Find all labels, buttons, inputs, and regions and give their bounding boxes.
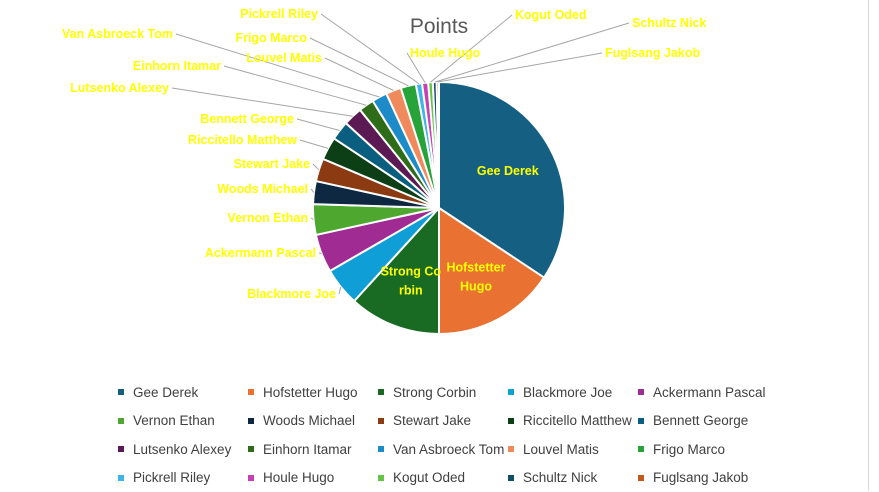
legend-swatch — [638, 389, 644, 395]
legend-swatch — [118, 475, 124, 481]
data-label-fuglsang-jakob: Fuglsang Jakob — [605, 46, 701, 60]
legend-row: Gee Derek Hofstetter Hugo Strong Corbin Bla… — [118, 378, 818, 407]
leader-line-ackermann-pascal — [319, 253, 322, 254]
chart-legend: Gee Derek Hofstetter Hugo Strong Corbin Bla… — [118, 378, 818, 492]
legend-label: Hofstetter Hugo — [263, 385, 358, 400]
legend-row: Lutsenko Alexey Einhorn Itamar Van Asbroec… — [118, 435, 818, 464]
data-label-blackmore-joe: Blackmore Joe — [247, 287, 336, 301]
legend-label: Schultz Nick — [523, 470, 597, 485]
legend-label: Bennett George — [653, 413, 748, 428]
data-label-gee-derek: Gee Derek — [477, 164, 539, 178]
legend-label: Woods Michael — [263, 413, 355, 428]
legend-swatch — [118, 418, 124, 424]
legend-item-fuglsang-jakob: Fuglsang Jakob — [638, 470, 768, 485]
legend-swatch — [508, 446, 514, 452]
legend-label: Fuglsang Jakob — [653, 470, 748, 485]
legend-label: Ackermann Pascal — [653, 385, 766, 400]
legend-swatch — [378, 418, 384, 424]
data-label-louvel-matis: Louvel Matis — [246, 51, 322, 65]
legend-label: Louvel Matis — [523, 442, 599, 457]
legend-swatch — [248, 475, 254, 481]
legend-swatch — [508, 418, 514, 424]
legend-swatch — [248, 446, 254, 452]
legend-label: Lutsenko Alexey — [133, 442, 231, 457]
leader-line-stewart-jake — [313, 164, 319, 170]
legend-swatch — [508, 475, 514, 481]
data-label-vernon-ethan: Vernon Ethan — [227, 211, 308, 225]
legend-swatch — [508, 389, 514, 395]
legend-swatch — [638, 418, 644, 424]
data-label-stewart-jake: Stewart Jake — [234, 157, 310, 171]
legend-item-schultz-nick: Schultz Nick — [508, 470, 638, 485]
legend-item-frigo-marco: Frigo Marco — [638, 442, 768, 457]
legend-item-vernon-ethan: Vernon Ethan — [118, 413, 248, 428]
legend-label: Houle Hugo — [263, 470, 334, 485]
legend-item-kogut-oded: Kogut Oded — [378, 470, 508, 485]
legend-item-ackermann-pascal: Ackermann Pascal — [638, 385, 768, 400]
legend-label: Frigo Marco — [653, 442, 725, 457]
legend-item-strong-corbin: Strong Corbin — [378, 385, 508, 400]
data-label-riccitello-matthew: Riccitello Matthew — [188, 133, 297, 147]
legend-item-woods-michael: Woods Michael — [248, 413, 378, 428]
legend-label: Strong Corbin — [393, 385, 476, 400]
legend-swatch — [638, 475, 644, 481]
legend-item-riccitello-matthew: Riccitello Matthew — [508, 413, 638, 428]
legend-label: Stewart Jake — [393, 413, 471, 428]
leader-line-riccitello-matthew — [300, 140, 328, 148]
legend-item-lutsenko-alexey: Lutsenko Alexey — [118, 442, 248, 457]
legend-swatch — [378, 446, 384, 452]
legend-label: Einhorn Itamar — [263, 442, 352, 457]
leader-line-bennett-george — [297, 119, 340, 131]
legend-swatch — [118, 446, 124, 452]
legend-label: Pickrell Riley — [133, 470, 210, 485]
legend-item-einhorn-itamar: Einhorn Itamar — [248, 442, 378, 457]
legend-label: Gee Derek — [133, 385, 198, 400]
data-label-einhorn-itamar: Einhorn Itamar — [133, 59, 221, 73]
legend-swatch — [378, 389, 384, 395]
data-label-frigo-marco: Frigo Marco — [235, 31, 307, 45]
legend-swatch — [378, 475, 384, 481]
legend-label: Blackmore Joe — [523, 385, 612, 400]
legend-label: Van Asbroeck Tom — [393, 442, 504, 457]
legend-item-bennett-george: Bennett George — [638, 413, 768, 428]
data-label-ackermann-pascal: Ackermann Pascal — [205, 246, 316, 260]
data-label-woods-michael: Woods Michael — [217, 182, 308, 196]
data-label-van-asbroeck-tom: Van Asbroeck Tom — [62, 27, 173, 41]
legend-item-houle-hugo: Houle Hugo — [248, 470, 378, 485]
legend-item-hofstetter-hugo: Hofstetter Hugo — [248, 385, 378, 400]
leader-line-blackmore-joe — [339, 287, 341, 294]
chart-title: Points — [410, 15, 468, 38]
legend-row: Pickrell Riley Houle Hugo Kogut Oded Schult… — [118, 464, 818, 492]
legend-swatch — [118, 389, 124, 395]
leader-line-pickrell-riley — [321, 14, 419, 84]
data-label-pickrell-riley: Pickrell Riley — [240, 7, 318, 21]
legend-item-van-asbroeck-tom: Van Asbroeck Tom — [378, 442, 508, 457]
legend-label: Vernon Ethan — [133, 413, 215, 428]
data-label-bennett-george: Bennett George — [200, 112, 294, 126]
legend-item-gee-derek: Gee Derek — [118, 385, 248, 400]
legend-item-stewart-jake: Stewart Jake — [378, 413, 508, 428]
legend-label: Kogut Oded — [393, 470, 465, 485]
data-label-houle-hugo: Houle Hugo — [410, 46, 480, 60]
data-label-kogut-oded: Kogut Oded — [515, 8, 587, 22]
legend-swatch — [248, 418, 254, 424]
legend-swatch — [248, 389, 254, 395]
data-label-schultz-nick: Schultz Nick — [632, 16, 706, 30]
legend-item-louvel-matis: Louvel Matis — [508, 442, 638, 457]
legend-item-pickrell-riley: Pickrell Riley — [118, 470, 248, 485]
legend-item-blackmore-joe: Blackmore Joe — [508, 385, 638, 400]
data-label-lutsenko-alexey: Lutsenko Alexey — [70, 81, 169, 95]
leader-line-frigo-marco — [310, 38, 408, 86]
leader-line-louvel-matis — [325, 58, 394, 91]
legend-row: Vernon Ethan Woods Michael Stewart Jake Ric… — [118, 407, 818, 436]
legend-label: Riccitello Matthew — [523, 413, 632, 428]
legend-swatch — [638, 446, 644, 452]
